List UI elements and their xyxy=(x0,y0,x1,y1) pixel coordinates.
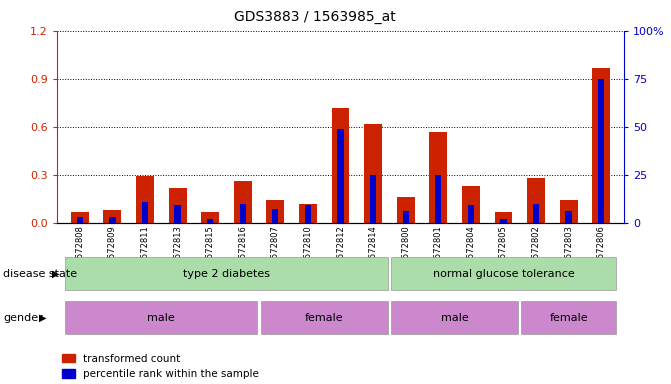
Bar xyxy=(174,205,180,223)
Bar xyxy=(364,124,382,223)
Bar xyxy=(338,129,344,223)
Bar xyxy=(207,219,213,223)
Bar xyxy=(240,204,246,223)
Bar xyxy=(468,205,474,223)
Bar xyxy=(65,301,258,334)
Text: GDS3883 / 1563985_at: GDS3883 / 1563985_at xyxy=(234,10,397,23)
Text: type 2 diabetes: type 2 diabetes xyxy=(183,268,270,279)
Bar xyxy=(391,257,616,290)
Bar xyxy=(65,257,388,290)
Text: normal glucose tolerance: normal glucose tolerance xyxy=(433,268,574,279)
Bar xyxy=(71,212,89,223)
Bar xyxy=(331,108,350,223)
Bar xyxy=(391,301,518,334)
Bar xyxy=(435,175,442,223)
Bar xyxy=(234,181,252,223)
Bar xyxy=(168,187,187,223)
Bar xyxy=(299,204,317,223)
Text: male: male xyxy=(441,313,468,323)
Bar xyxy=(76,217,83,223)
Text: female: female xyxy=(550,313,588,323)
Text: female: female xyxy=(305,313,344,323)
Legend: transformed count, percentile rank within the sample: transformed count, percentile rank withi… xyxy=(62,354,259,379)
Text: disease state: disease state xyxy=(3,268,77,279)
Bar xyxy=(560,200,578,223)
Bar xyxy=(527,178,545,223)
Bar xyxy=(136,176,154,223)
Bar xyxy=(266,200,285,223)
Bar xyxy=(592,68,610,223)
Text: ▶: ▶ xyxy=(39,313,46,323)
Bar xyxy=(109,217,115,223)
Text: gender: gender xyxy=(3,313,43,323)
Text: male: male xyxy=(148,313,175,323)
Bar xyxy=(201,212,219,223)
Text: ▶: ▶ xyxy=(52,268,60,279)
Bar xyxy=(261,301,388,334)
Bar xyxy=(272,209,278,223)
Bar xyxy=(495,212,513,223)
Bar xyxy=(142,202,148,223)
Bar xyxy=(533,204,539,223)
Bar xyxy=(566,211,572,223)
Bar xyxy=(370,175,376,223)
Bar xyxy=(397,197,415,223)
Bar xyxy=(103,210,121,223)
Bar xyxy=(598,79,605,223)
Bar xyxy=(462,186,480,223)
Bar xyxy=(501,219,507,223)
Bar xyxy=(521,301,616,334)
Bar xyxy=(403,211,409,223)
Bar xyxy=(429,132,448,223)
Bar xyxy=(305,205,311,223)
